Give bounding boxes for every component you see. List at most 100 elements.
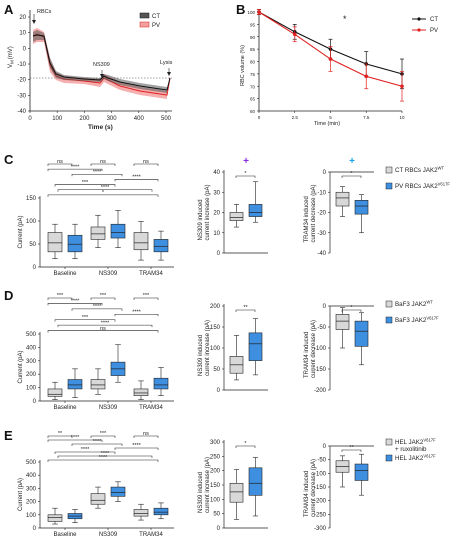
box-blue xyxy=(153,507,169,516)
legend-swatch xyxy=(385,438,393,446)
y-tick-label: -10 xyxy=(317,190,326,196)
significance-bracket xyxy=(54,319,116,322)
significance-label: * xyxy=(350,171,353,177)
y-tick-label: 500 xyxy=(26,332,37,338)
y-tick-label: 85 xyxy=(250,47,256,52)
y-tick-label: -100 xyxy=(314,346,327,352)
significance-label: *** xyxy=(82,180,89,186)
y-tick-label: 400 xyxy=(26,473,37,479)
significance-bracket xyxy=(114,179,159,182)
data-point xyxy=(292,32,297,37)
significance-label: * xyxy=(350,305,353,311)
legend-label: BaF3 JAK2V617F xyxy=(395,316,439,325)
category-label: NS309 xyxy=(99,405,118,411)
box-gray xyxy=(229,212,244,221)
panel-b-x-label: Time (min) xyxy=(314,121,340,127)
significance-label: *** xyxy=(100,293,107,299)
box-gray xyxy=(47,388,63,397)
data-point xyxy=(328,57,333,61)
category-label: TRAM34 xyxy=(139,405,163,411)
y-tick-label: 200 xyxy=(210,304,221,310)
box-gray xyxy=(335,191,350,207)
significance-label: **** xyxy=(71,299,80,305)
significance-bracket xyxy=(235,309,256,312)
significance-label: **** xyxy=(132,309,141,315)
y-tick-label: 200 xyxy=(210,469,221,475)
significance-bracket xyxy=(47,168,103,172)
significance-bracket xyxy=(114,314,159,317)
significance-label: **** xyxy=(99,455,108,461)
x-tick-label: 0 xyxy=(258,115,261,120)
y-tick-label: 60 xyxy=(250,109,256,114)
y-tick-label: 10 xyxy=(213,231,220,237)
significance-bracket xyxy=(235,175,256,178)
panel-b-y-ticks: 60 65 70 75 80 85 90 95 100 xyxy=(247,10,259,114)
y-tick-label: 100 xyxy=(247,10,255,15)
significance-label: **** xyxy=(101,451,110,457)
y-tick-label: 0 xyxy=(23,46,27,52)
category-label: TRAM34 xyxy=(139,271,163,277)
y-tick-label: -10 xyxy=(17,62,26,68)
box-blue xyxy=(248,467,263,496)
y-tick-label: -20 xyxy=(17,78,26,84)
y-tick-label: -250 xyxy=(314,512,327,518)
y-tick-label: 0 xyxy=(323,170,327,176)
y-tick-label: 150 xyxy=(210,483,221,489)
y-tick-label: -100 xyxy=(314,471,327,477)
box-blue xyxy=(354,463,369,481)
box-blue xyxy=(110,223,126,239)
box-gray xyxy=(90,493,106,505)
significance-bracket xyxy=(133,435,159,438)
significance-label: * xyxy=(102,190,105,196)
box-blue xyxy=(153,239,169,253)
x-tick-label: 400 xyxy=(134,116,145,122)
panel-letter-b: B xyxy=(236,2,245,17)
y-tick-label: -30 xyxy=(317,231,326,237)
significance-label: *** xyxy=(143,293,150,299)
legend-ct-label: CT xyxy=(430,17,438,23)
increase-y-label: NS309 inducedcurrent increase (pA) xyxy=(198,457,211,513)
legend-pv-label: PV xyxy=(152,23,160,29)
y-tick-label: 70 xyxy=(250,84,256,89)
category-label: NS309 xyxy=(99,532,118,538)
y-tick-label: 75 xyxy=(250,72,256,77)
significance-label: ns xyxy=(57,159,63,165)
y-tick-label: -150 xyxy=(314,485,327,491)
box-blue xyxy=(354,200,369,215)
y-tick-label: 65 xyxy=(250,97,256,102)
significance-bracket xyxy=(71,308,123,311)
legend-ct-label: CT xyxy=(152,14,160,20)
y-tick-label: 400 xyxy=(26,345,37,351)
increase-y-label: NS309 inducedcurrent increase (pA) xyxy=(198,320,211,376)
legend-label: HEL JAK2V617F xyxy=(395,454,436,463)
significance-bracket xyxy=(54,184,116,187)
y-tick-label: -150 xyxy=(314,367,327,373)
y-tick-label: 200 xyxy=(26,372,37,378)
y-tick-label: 80 xyxy=(250,60,256,65)
main-y-label: Current (pA) xyxy=(18,215,24,248)
y-tick-label: 50 xyxy=(29,242,36,248)
legend-swatch xyxy=(385,454,393,462)
ct-trace-line xyxy=(32,34,171,91)
significance-bracket xyxy=(90,435,116,438)
cross-reference-marker: + xyxy=(349,156,355,167)
y-tick-label: 0 xyxy=(33,265,37,271)
y-tick-label: 100 xyxy=(210,346,221,352)
y-tick-label: 50 xyxy=(213,367,220,373)
box-blue xyxy=(110,486,126,497)
panel-b-plot-area xyxy=(257,9,404,102)
significance-label: ns xyxy=(100,159,106,165)
significance-bracket xyxy=(90,163,116,166)
y-tick-label: 500 xyxy=(26,460,37,466)
y-tick-label: 0 xyxy=(217,388,221,394)
significance-bracket xyxy=(71,443,123,446)
box-blue xyxy=(248,204,263,217)
main-y-label: Current (pA) xyxy=(18,478,24,511)
y-tick-label: 50 xyxy=(213,512,220,518)
y-tick-label: 20 xyxy=(19,15,26,21)
panel-a-y-label: VM(mV) xyxy=(8,46,15,68)
increase-y-label: NS309 inducedcurrent increase (pA) xyxy=(198,184,211,240)
box-gray xyxy=(90,379,106,390)
panel-a-y-ticks: -40 -30 -20 -10 0 10 20 xyxy=(17,15,30,115)
